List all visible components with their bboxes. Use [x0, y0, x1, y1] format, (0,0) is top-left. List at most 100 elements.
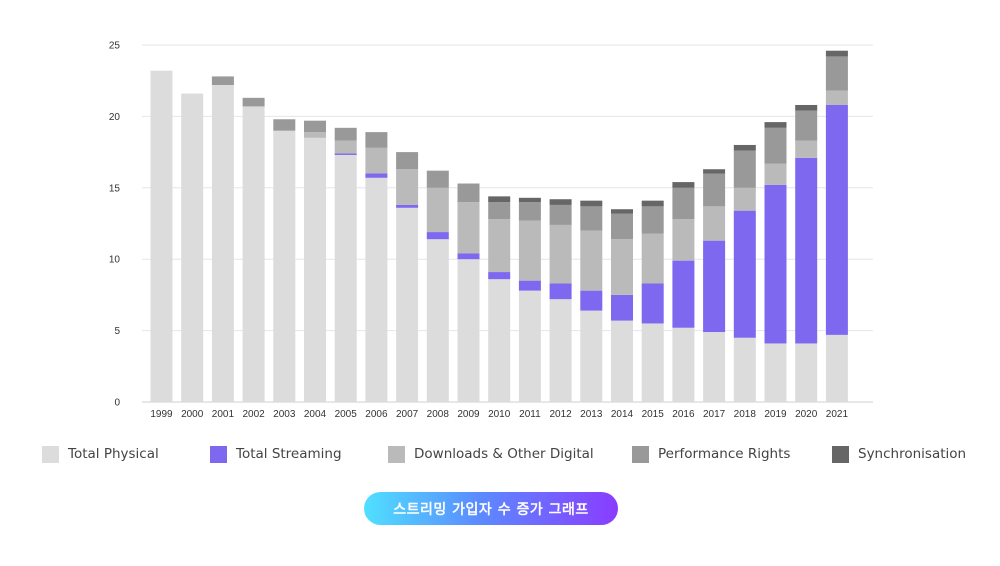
legend-item: Synchronisation: [832, 444, 966, 464]
x-axis-ticks: 1999 2000 2001 2002 2003 2004 2005 2006 2007 2008…: [150, 409, 848, 420]
bar-segment: [580, 310, 603, 402]
bar-segment: [488, 279, 511, 402]
bar-segment: [549, 299, 572, 402]
x-tick-label: 2015: [642, 409, 665, 420]
bar-segment: [764, 127, 787, 164]
bar-segment: [795, 157, 818, 344]
bar-segment: [334, 140, 357, 154]
caption-label: 스트리밍 가입자 수 증가 그래프: [393, 501, 589, 518]
bar-segment: [580, 206, 603, 231]
legend-swatch: [388, 445, 405, 463]
bar-segment: [733, 337, 756, 402]
bar-segment: [396, 204, 419, 208]
bar-segment: [426, 239, 449, 402]
legend-item: Downloads & Other Digital: [388, 444, 594, 464]
bar-segment: [365, 173, 388, 178]
bar-segment: [611, 209, 633, 214]
legend-label: Synchronisation: [858, 446, 967, 462]
bar-segment: [273, 130, 296, 402]
x-tick-label: 2004: [304, 409, 327, 420]
x-tick-label: 2002: [242, 409, 265, 420]
bar-segment: [211, 76, 234, 85]
bar-segment: [211, 84, 234, 402]
x-tick-label: 1999: [150, 409, 173, 420]
legend-swatch: [210, 445, 227, 463]
x-tick-label: 2008: [427, 409, 450, 420]
bar-segment: [304, 132, 326, 138]
bar-segment: [580, 290, 603, 311]
bar-segment: [549, 199, 572, 205]
bar-segment: [795, 104, 818, 111]
x-tick-label: 2000: [181, 409, 204, 420]
bar-segment: [396, 152, 419, 170]
bar-segment: [457, 253, 480, 260]
bar-segment: [518, 202, 541, 221]
bar-segment: [795, 140, 818, 158]
x-tick-label: 2010: [488, 409, 511, 420]
x-tick-label: 2018: [734, 409, 757, 420]
x-tick-label: 2011: [519, 409, 541, 420]
y-tick-label: 25: [109, 41, 121, 52]
bar-segment: [795, 110, 818, 141]
bar-segment: [549, 283, 572, 300]
x-tick-label: 2005: [335, 409, 358, 420]
bar-segment: [641, 233, 664, 284]
legend-item: Performance Rights: [632, 444, 790, 464]
legend-item: Total Streaming: [210, 444, 342, 464]
bar-segment: [703, 169, 726, 174]
x-tick-label: 2014: [611, 409, 634, 420]
bar-segment: [365, 177, 388, 402]
bar-segment: [825, 334, 848, 402]
bar-segment: [518, 220, 541, 281]
bar-segment: [273, 119, 296, 131]
bar-segment: [764, 184, 787, 344]
bar-segment: [488, 196, 511, 203]
bar-segment: [457, 202, 480, 254]
bar-segment: [611, 239, 633, 295]
bar-segment: [672, 260, 695, 328]
bar-segment: [488, 219, 511, 273]
bar-segment: [518, 290, 541, 402]
x-tick-label: 2016: [672, 409, 695, 420]
bar-segment: [733, 210, 756, 338]
bar-segment: [733, 187, 756, 211]
bar-segment: [150, 70, 173, 402]
bar-segment: [549, 224, 572, 284]
bar-segment: [488, 202, 511, 220]
x-tick-label: 2009: [457, 409, 480, 420]
bar-segment: [672, 327, 695, 402]
bar-segment: [611, 320, 633, 402]
bar-segment: [426, 187, 449, 233]
bar-segment: [334, 127, 357, 141]
y-tick-label: 0: [114, 398, 120, 409]
bar-segment: [703, 240, 726, 333]
y-tick-label: 5: [114, 326, 120, 337]
bar-segment: [641, 206, 664, 234]
y-tick-label: 10: [109, 255, 121, 266]
bar-segment: [611, 294, 633, 321]
bar-segment: [764, 343, 787, 402]
bar-segment: [703, 206, 726, 241]
bar-segment: [825, 104, 848, 335]
legend-item: Total Physical: [42, 444, 159, 464]
legend-swatch: [632, 445, 649, 463]
legend-label: Total Physical: [68, 446, 159, 462]
x-tick-label: 2007: [396, 409, 419, 420]
bar-segment: [518, 197, 541, 203]
bar-segment: [242, 106, 265, 403]
bar-segment: [672, 182, 695, 188]
caption-button[interactable]: 스트리밍 가입자 수 증가 그래프: [364, 492, 618, 525]
y-tick-label: 15: [109, 183, 121, 194]
bar-segment: [396, 207, 419, 402]
x-tick-label: 2020: [795, 409, 818, 420]
stacked-bar-chart: 0 5 10 15 20 25 1999 2000 2001 2002 2003 2004 2005 2…: [109, 41, 873, 420]
bar-segment: [334, 154, 357, 402]
bar-segment: [457, 183, 480, 203]
bar-segment: [518, 280, 541, 291]
bar-segment: [304, 120, 326, 133]
bar-segment: [334, 153, 357, 155]
bar-segment: [181, 93, 204, 403]
bar-segment: [488, 272, 511, 280]
bars: [150, 50, 848, 403]
legend-label: Downloads & Other Digital: [414, 446, 594, 462]
